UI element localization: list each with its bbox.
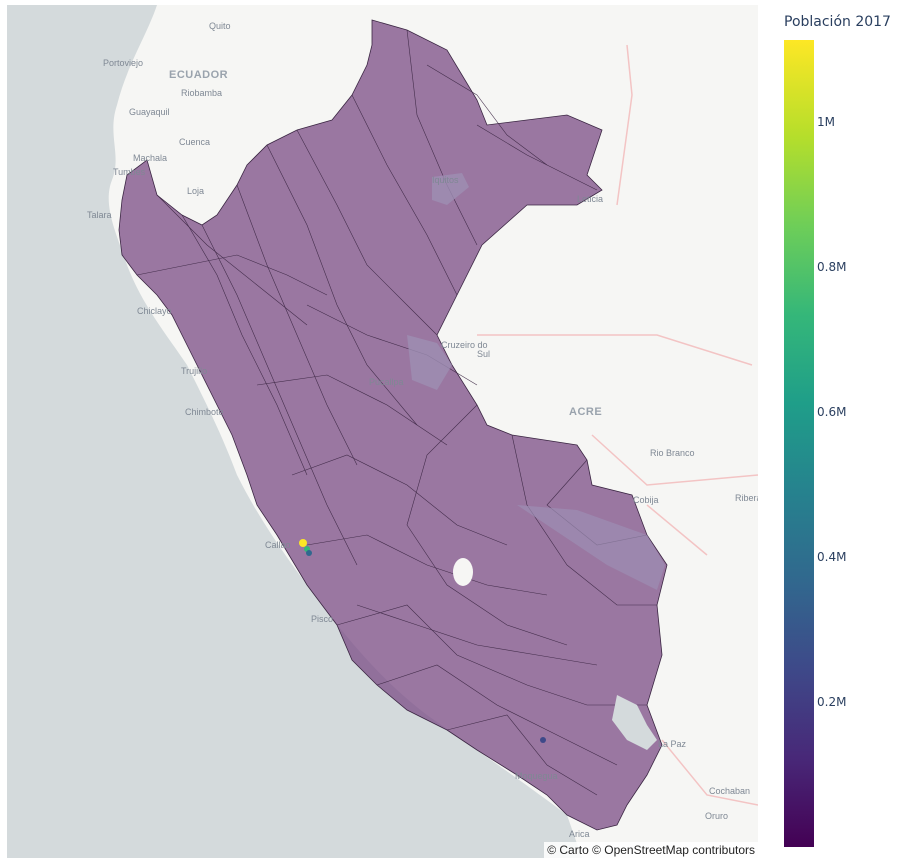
choropleth-map[interactable]: ECUADOR ACRE Quito Portoviejo Riobamba G… — [7, 5, 758, 858]
label-arica: Arica — [569, 829, 590, 839]
label-cuenca: Cuenca — [179, 137, 210, 147]
label-quito: Quito — [209, 21, 231, 31]
colorbar-tick-0-8m: 0.8M — [817, 260, 847, 274]
label-cochabamba: Cochaban — [709, 786, 750, 796]
label-portoviejo: Portoviejo — [103, 58, 143, 68]
lima-district-low — [306, 550, 312, 556]
label-la-paz: La Paz — [658, 739, 687, 749]
label-acre: ACRE — [569, 406, 602, 418]
label-riobamba: Riobamba — [181, 88, 222, 98]
label-chimbote: Chimbote — [185, 407, 224, 417]
label-loja: Loja — [187, 186, 204, 196]
pacific-ocean — [7, 5, 582, 858]
label-tumbes: Tumbes — [113, 167, 146, 177]
lake-titicaca — [612, 695, 657, 750]
label-pisco: Pisco — [311, 614, 333, 624]
colorbar-tick-0-4m: 0.4M — [817, 550, 847, 564]
colorbar-tick-1m: 1M — [817, 115, 835, 129]
colorbar-tick-0-6m: 0.6M — [817, 405, 847, 419]
label-iquitos: Iquitos — [432, 175, 459, 185]
lima-district-high — [299, 539, 307, 547]
label-leticia: Leticia — [577, 194, 603, 204]
white-area — [453, 558, 473, 586]
colorbar — [784, 40, 814, 847]
label-pucallpa: Pucallpa — [369, 377, 404, 387]
label-oruro: Oruro — [705, 811, 728, 821]
label-trujillo: Trujillo — [181, 366, 207, 376]
border-lines — [477, 44, 758, 806]
region-madre-de-dios — [517, 505, 665, 590]
map-canvas[interactable]: ECUADOR ACRE Quito Portoviejo Riobamba G… — [7, 5, 758, 858]
label-cruzeiro: Cruzeiro do — [441, 340, 488, 350]
arequipa-district — [540, 737, 546, 743]
label-callao: Callao — [265, 540, 291, 550]
label-moquegua: Moquegua — [515, 771, 558, 781]
label-rio-branco: Rio Branco — [650, 448, 695, 458]
label-chiclayo: Chiclayo — [137, 306, 172, 316]
label-cobija: Cobija — [633, 495, 659, 505]
colorbar-title: Población 2017 — [784, 14, 891, 30]
region-iquitos — [432, 173, 469, 205]
label-riberalta: Ribera — [735, 493, 758, 503]
label-machala: Machala — [133, 153, 167, 163]
label-guayaquil: Guayaquil — [129, 107, 170, 117]
label-talara: Talara — [87, 210, 112, 220]
label-ecuador: ECUADOR — [169, 69, 228, 81]
map-attribution[interactable]: © Carto © OpenStreetMap contributors — [544, 842, 758, 858]
region-ucayali — [407, 335, 452, 390]
label-cruzeiro-sul: Sul — [477, 349, 490, 359]
colorbar-tick-0-2m: 0.2M — [817, 695, 847, 709]
